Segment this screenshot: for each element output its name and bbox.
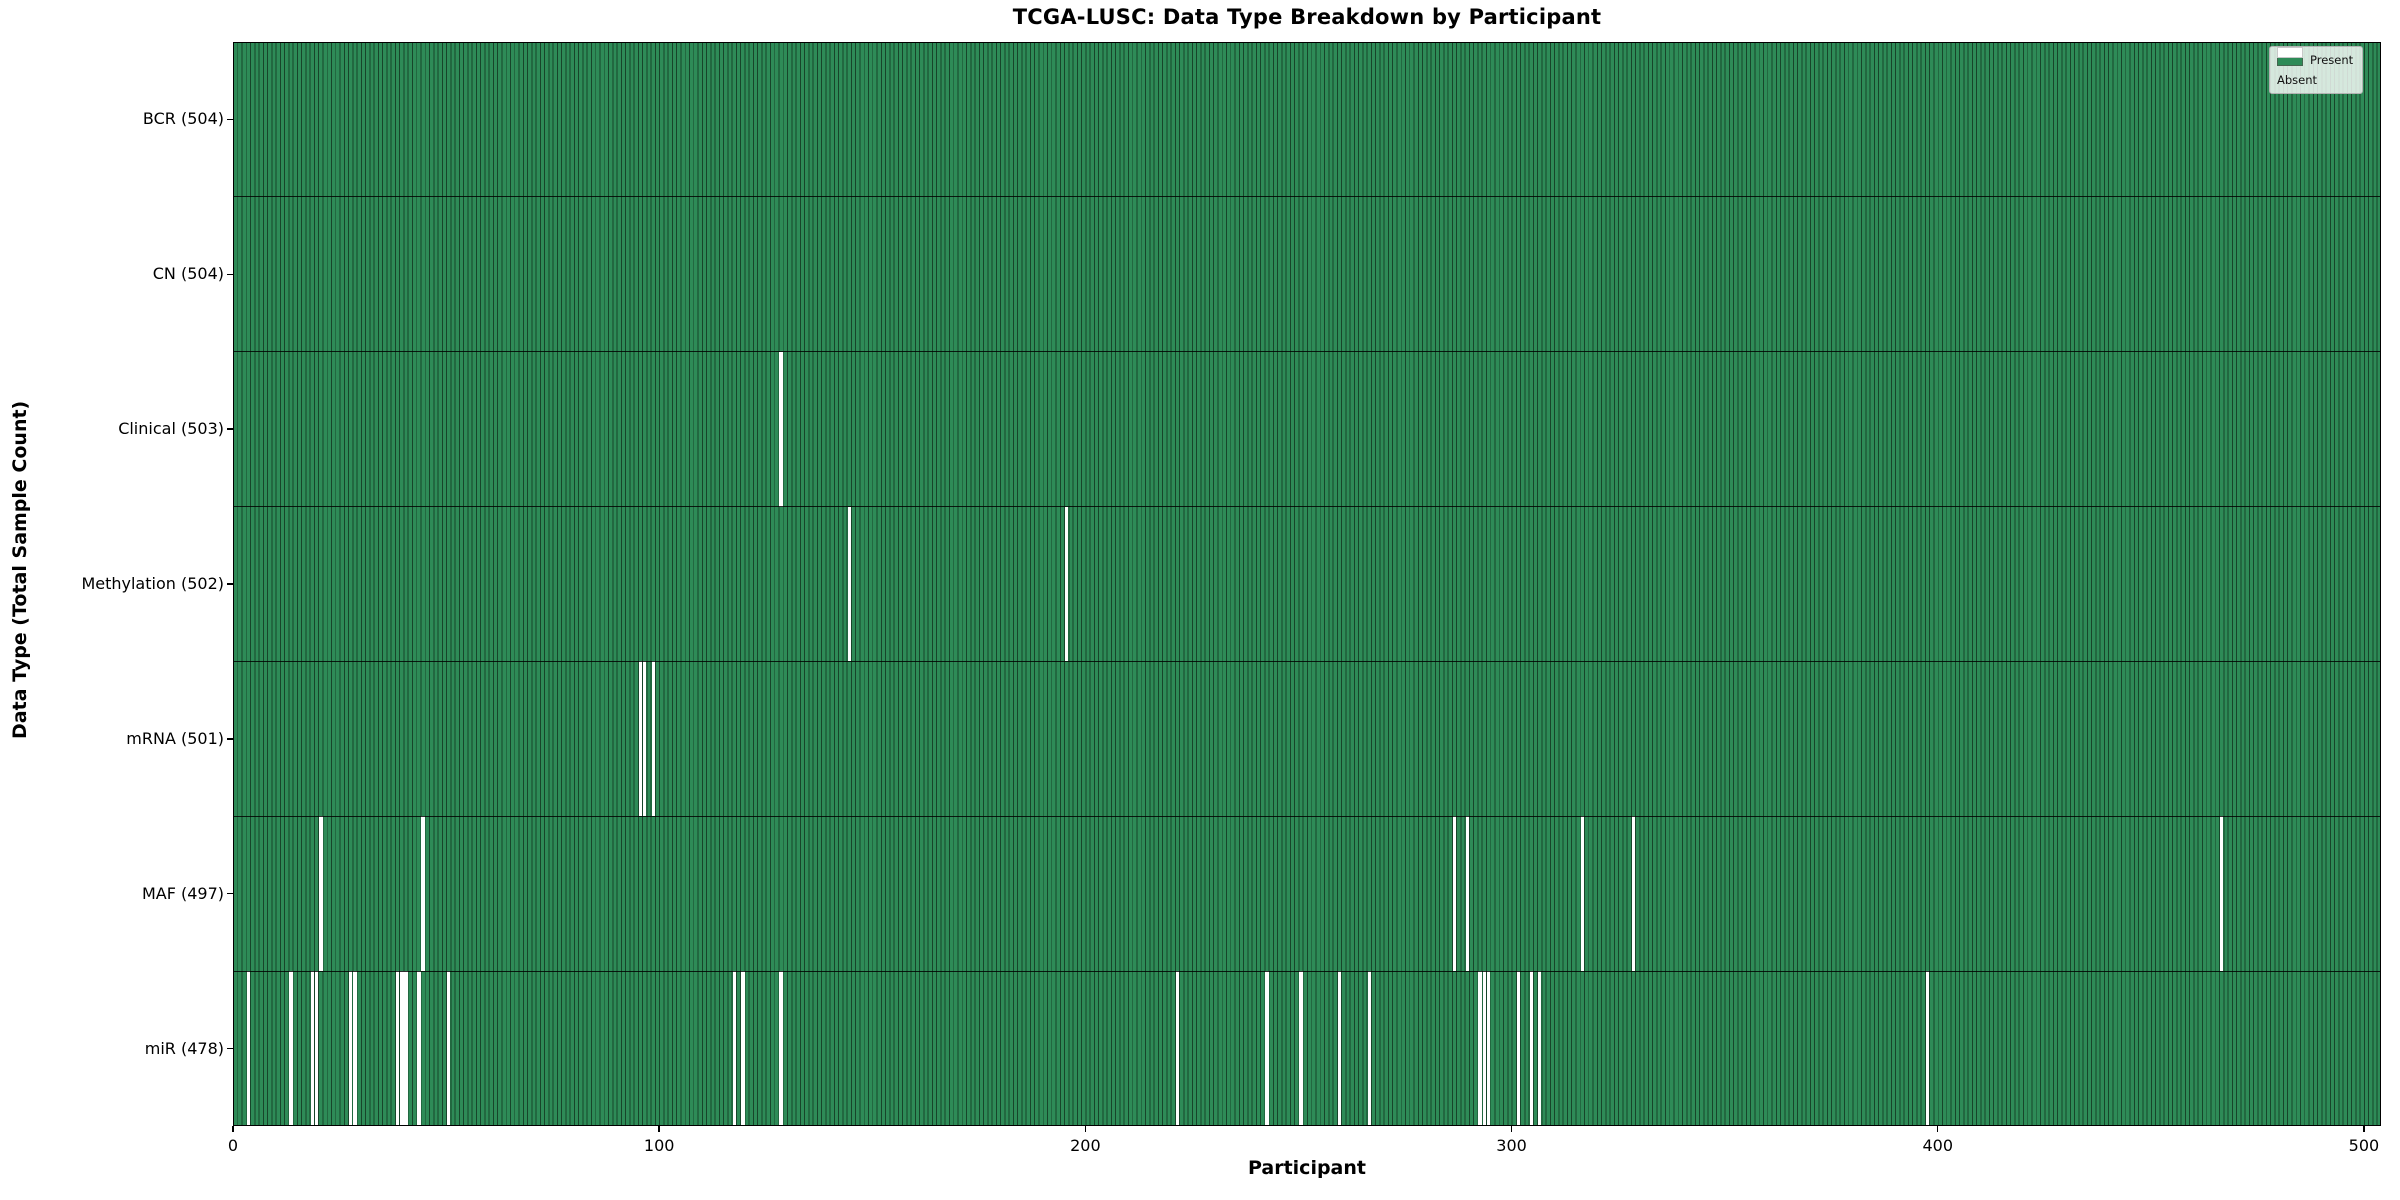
ytick-label-cn: CN (504): [152, 264, 224, 284]
absent-mark-mir-38: [395, 971, 400, 1126]
absent-swatch-icon: [2277, 47, 2303, 58]
xtick-mark-100: [658, 1126, 660, 1132]
absent-mark-mir-242: [1265, 971, 1269, 1126]
absent-mark-mir-304: [1529, 971, 1533, 1126]
legend-label-absent: Absent: [2277, 73, 2318, 87]
xtick-label-100: 100: [643, 1136, 675, 1155]
row-bcr: [233, 42, 2381, 197]
legend-label-present: Present: [2310, 53, 2354, 67]
absent-mark-mir-40: [404, 971, 408, 1126]
row-maf: [233, 816, 2381, 972]
absent-mark-maf-289: [1465, 816, 1470, 972]
ytick-mark-methylation: [227, 583, 233, 585]
xtick-label-400: 400: [1922, 1136, 1954, 1155]
xtick-label-300: 300: [1496, 1136, 1527, 1155]
ytick-label-maf: MAF (497): [141, 883, 224, 903]
ytick-label-clinical: Clinical (503): [118, 419, 224, 439]
row-mrna: [233, 661, 2381, 817]
absent-mark-mir-294: [1486, 971, 1491, 1126]
absent-mark-mrna-96: [643, 661, 647, 817]
absent-mark-maf-286: [1452, 816, 1457, 972]
absent-mark-mir-301: [1516, 971, 1521, 1126]
ytick-label-methylation: Methylation (502): [81, 574, 224, 593]
xtick-mark-0: [232, 1126, 234, 1132]
xtick-mark-400: [1937, 1126, 1939, 1132]
absent-mark-maf-466: [2219, 816, 2224, 972]
ytick-mark-mir: [227, 1047, 233, 1050]
plot-area: [233, 42, 2381, 1126]
absent-mark-maf-316: [1580, 816, 1585, 972]
absent-mark-methylation-144: [847, 506, 852, 662]
absent-mark-mrna-98: [651, 661, 655, 817]
xtick-label-500: 500: [2348, 1136, 2380, 1155]
absent-mark-mir-18: [310, 971, 315, 1126]
ytick-label-mrna: mRNA (501): [126, 728, 224, 748]
legend-item-absent: Absent: [2277, 47, 2353, 87]
xtick-mark-500: [2363, 1126, 2365, 1132]
absent-mark-mir-39: [400, 971, 404, 1126]
ytick-mark-mrna: [227, 738, 233, 740]
absent-mark-mir-3: [246, 971, 251, 1126]
absent-mark-mir-293: [1482, 971, 1487, 1126]
absent-mark-mir-43: [417, 971, 421, 1126]
row-methylation: [233, 506, 2381, 662]
ytick-mark-clinical: [227, 428, 233, 430]
absent-mark-maf-44: [421, 816, 425, 972]
absent-mark-mir-50: [447, 971, 451, 1126]
absent-mark-mir-119: [741, 971, 745, 1126]
absent-mark-mir-306: [1538, 971, 1542, 1126]
absent-mark-maf-328: [1631, 816, 1636, 972]
absent-mark-mrna-95: [638, 661, 643, 817]
absent-mark-maf-20: [319, 816, 323, 972]
absent-mark-mir-397: [1925, 971, 1930, 1126]
absent-mark-mir-259: [1337, 971, 1342, 1126]
absent-mark-mir-266: [1367, 971, 1371, 1126]
ytick-label-bcr: BCR (504): [142, 109, 224, 129]
absent-mark-methylation-195: [1065, 506, 1069, 662]
row-clinical: [233, 351, 2381, 507]
absent-mark-clinical-128: [779, 351, 783, 507]
ytick-mark-cn: [227, 273, 233, 275]
absent-mark-mir-28: [353, 971, 357, 1126]
ytick-label-mir: miR (478): [144, 1038, 224, 1058]
row-cn: [233, 196, 2381, 352]
legend: Present Absent: [2269, 46, 2364, 94]
ytick-mark-bcr: [227, 118, 233, 121]
ytick-mark-maf: [227, 893, 233, 895]
absent-mark-mir-128: [779, 971, 783, 1126]
absent-mark-mir-292: [1478, 971, 1482, 1126]
x-axis-title: Participant: [1247, 1157, 1366, 1179]
xtick-mark-300: [1510, 1126, 1513, 1132]
absent-mark-mir-13: [289, 971, 293, 1126]
absent-mark-mir-117: [732, 971, 736, 1126]
xtick-mark-200: [1084, 1126, 1087, 1132]
xtick-label-200: 200: [1070, 1136, 1101, 1155]
row-mir: [233, 971, 2381, 1126]
absent-mark-mir-27: [349, 971, 353, 1126]
xtick-label-0: 0: [227, 1136, 239, 1155]
absent-mark-mir-221: [1175, 971, 1180, 1126]
absent-mark-mir-19: [314, 971, 319, 1126]
chart-title: TCGA-LUSC: Data Type Breakdown by Partic…: [1012, 5, 1602, 29]
absent-mark-mir-250: [1299, 971, 1303, 1126]
